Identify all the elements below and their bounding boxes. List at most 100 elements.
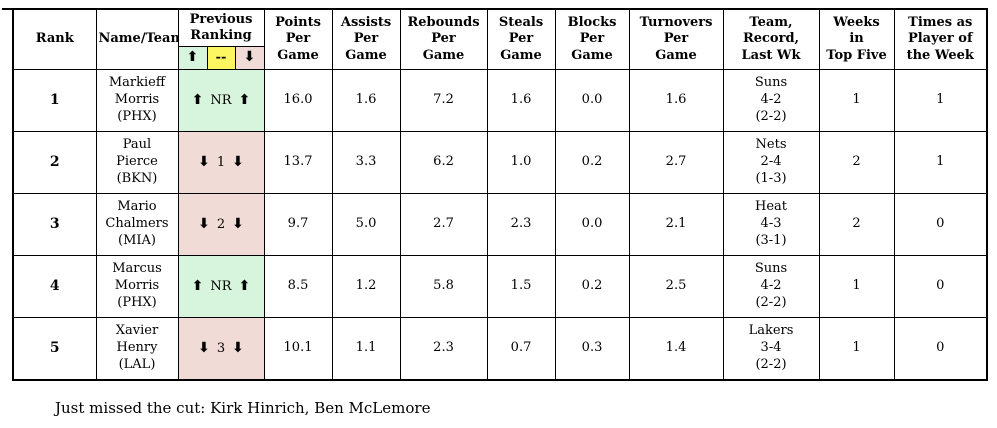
apg-cell: 1.2 (331, 255, 401, 318)
table-row: 3 Mario Chalmers (MIA) ⬇ 2 ⬇ 9.7 5.0 2.7 2.3 0.0 2… (12, 193, 988, 256)
arrow-down-icon: ⬇ (232, 154, 244, 171)
topg-cell: 2.1 (628, 193, 724, 256)
arrow-down-icon: ⬇ (232, 340, 244, 357)
previous-rank-value: NR (210, 93, 232, 109)
rpg-cell: 5.8 (399, 255, 488, 318)
bpg-cell: 0.3 (554, 317, 630, 381)
team-record-cell: Suns 4-2 (2-2) (722, 69, 820, 132)
times-potw-cell: 0 (893, 317, 988, 381)
col-header-blocks: Blocks Per Game (554, 8, 630, 70)
previous-ranking-cell: ⬇ 3 ⬇ (177, 317, 265, 381)
table-row: 1 Markieff Morris (PHX) ⬆ NR ⬆ 16.0 1.6 7.2 1.6 0… (12, 69, 988, 132)
stray-border-artifact (2, 8, 36, 10)
col-header-team-record: Team, Record, Last Wk (722, 8, 820, 70)
bpg-cell: 0.0 (554, 193, 630, 256)
col-header-points: Points Per Game (263, 8, 333, 70)
table-row: 4 Marcus Morris (PHX) ⬆ NR ⬆ 8.5 1.2 5.8 1.5 0.2 2… (12, 255, 988, 318)
col-header-turnovers: Turnovers Per Game (628, 8, 724, 70)
spg-cell: 1.5 (486, 255, 556, 318)
col-header-previous-ranking: Previous Ranking (177, 8, 265, 47)
rpg-cell: 2.3 (399, 317, 488, 381)
arrow-up-icon: ⬆ (191, 92, 204, 109)
previous-rank-value: 2 (216, 217, 226, 233)
arrow-down-icon: ⬇ (243, 49, 256, 66)
bpg-cell: 0.0 (554, 69, 630, 132)
table-body: 1 Markieff Morris (PHX) ⬆ NR ⬆ 16.0 1.6 7.2 1.6 0… (12, 69, 988, 381)
previous-ranking-cell: ⬆ NR ⬆ (177, 255, 265, 318)
weeks-top-five-cell: 1 (818, 255, 895, 318)
arrow-up-icon: ⬆ (238, 92, 251, 109)
spg-cell: 0.7 (486, 317, 556, 381)
bpg-cell: 0.2 (554, 131, 630, 194)
weeks-top-five-cell: 2 (818, 193, 895, 256)
arrow-down-icon: ⬇ (198, 340, 210, 357)
player-name-cell: Marcus Morris (PHX) (95, 255, 179, 318)
ppg-cell: 8.5 (263, 255, 333, 318)
spg-cell: 1.0 (486, 131, 556, 194)
arrow-down-icon: ⬇ (198, 154, 210, 171)
previous-ranking-cell: ⬆ NR ⬆ (177, 69, 265, 132)
times-potw-cell: 0 (893, 255, 988, 318)
col-header-times-potw: Times as Player of the Week (893, 8, 988, 70)
same-rank-label: -- (215, 49, 227, 65)
ppg-cell: 10.1 (263, 317, 333, 381)
rpg-cell: 2.7 (399, 193, 488, 256)
player-name-cell: Markieff Morris (PHX) (95, 69, 179, 132)
previous-rank-value: 1 (216, 155, 226, 171)
previous-rank-value: NR (210, 279, 232, 295)
arrow-down-icon: ⬇ (198, 216, 210, 233)
rank-cell: 1 (12, 69, 97, 132)
apg-cell: 1.1 (331, 317, 401, 381)
arrow-up-icon: ⬆ (186, 49, 199, 66)
rank-cell: 5 (12, 317, 97, 381)
team-record-cell: Lakers 3-4 (2-2) (722, 317, 820, 381)
spg-cell: 1.6 (486, 69, 556, 132)
sub-header-down: ⬇ (234, 46, 265, 70)
rpg-cell: 6.2 (399, 131, 488, 194)
player-name-cell: Paul Pierce (BKN) (95, 131, 179, 194)
arrow-down-icon: ⬇ (232, 216, 244, 233)
footnote: Just missed the cut: Kirk Hinrich, Ben M… (55, 399, 431, 417)
bpg-cell: 0.2 (554, 255, 630, 318)
topg-cell: 2.7 (628, 131, 724, 194)
times-potw-cell: 0 (893, 193, 988, 256)
team-record-cell: Nets 2-4 (1-3) (722, 131, 820, 194)
team-record-cell: Heat 4-3 (3-1) (722, 193, 820, 256)
team-record-cell: Suns 4-2 (2-2) (722, 255, 820, 318)
topg-cell: 1.4 (628, 317, 724, 381)
ppg-cell: 16.0 (263, 69, 333, 132)
topg-cell: 1.6 (628, 69, 724, 132)
player-rankings-table: Rank Name/Team Previous Ranking Points P… (12, 8, 989, 381)
sub-header-row: ⬆ -- ⬇ (13, 46, 987, 70)
times-potw-cell: 1 (893, 131, 988, 194)
rank-cell: 3 (12, 193, 97, 256)
col-header-rank: Rank (12, 8, 97, 70)
rpg-cell: 7.2 (399, 69, 488, 132)
weeks-top-five-cell: 1 (818, 69, 895, 132)
rank-cell: 2 (12, 131, 97, 194)
table-row: 2 Paul Pierce (BKN) ⬇ 1 ⬇ 13.7 3.3 6.2 1.0 0.2 2.7… (12, 131, 988, 194)
col-header-rebounds: Rebounds Per Game (399, 8, 488, 70)
apg-cell: 3.3 (331, 131, 401, 194)
player-name-cell: Mario Chalmers (MIA) (95, 193, 179, 256)
player-name-cell: Xavier Henry (LAL) (95, 317, 179, 381)
previous-ranking-cell: ⬇ 1 ⬇ (177, 131, 265, 194)
apg-cell: 5.0 (331, 193, 401, 256)
apg-cell: 1.6 (331, 69, 401, 132)
previous-rank-value: 3 (216, 341, 226, 357)
sub-header-same: -- (206, 46, 236, 70)
weeks-top-five-cell: 2 (818, 131, 895, 194)
arrow-up-icon: ⬆ (238, 278, 251, 295)
arrow-up-icon: ⬆ (191, 278, 204, 295)
topg-cell: 2.5 (628, 255, 724, 318)
col-header-steals: Steals Per Game (486, 8, 556, 70)
ppg-cell: 9.7 (263, 193, 333, 256)
col-header-assists: Assists Per Game (331, 8, 401, 70)
col-header-name-team: Name/Team (95, 8, 179, 70)
weeks-top-five-cell: 1 (818, 317, 895, 381)
header-row: Rank Name/Team Previous Ranking Points P… (12, 8, 988, 70)
col-header-weeks-top-five: Weeks in Top Five (818, 8, 895, 70)
rank-cell: 4 (12, 255, 97, 318)
previous-ranking-cell: ⬇ 2 ⬇ (177, 193, 265, 256)
ppg-cell: 13.7 (263, 131, 333, 194)
